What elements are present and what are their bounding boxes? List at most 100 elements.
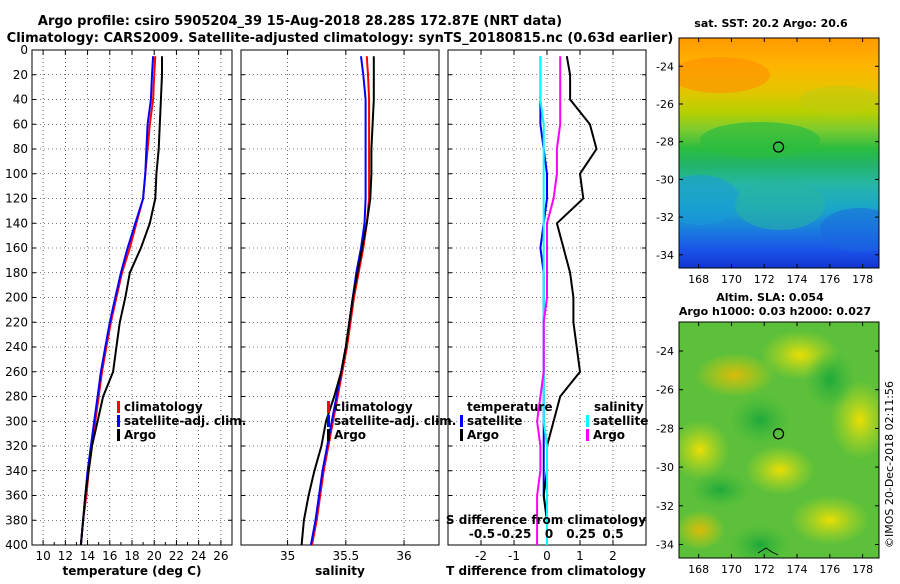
x-tick-label: 24	[191, 549, 206, 563]
depth-tick-label: 200	[5, 291, 28, 305]
x-tick-label: -2	[475, 549, 487, 563]
x-tick-label: 35.5	[332, 549, 359, 563]
series-line-satellite-adj-clim-	[79, 56, 155, 546]
legend-swatch	[117, 429, 120, 441]
legend-swatch	[586, 415, 589, 427]
sla-map: Altim. SLA: 0.054 Argo h1000: 0.03 h2000…	[656, 291, 880, 576]
plot-frame	[240, 49, 440, 546]
series-line-t-argo	[542, 56, 598, 545]
difference-panel: -2 -1 0 1 2temperaturesatelliteArgosalinitys…	[447, 49, 648, 563]
map-y-tick-label: -26	[656, 98, 674, 111]
depth-tick-label: 80	[13, 142, 28, 156]
map-y-tick-label: -30	[656, 461, 674, 474]
map-y-tick-label: -24	[656, 60, 674, 73]
temperature-xlabel: temperature (deg C)	[63, 564, 202, 578]
depth-tick-label: 280	[5, 390, 28, 404]
salinity-xlabel: salinity	[315, 564, 365, 578]
map-y-tick-label: -34	[656, 249, 674, 262]
sla-map-title: Altim. SLA: 0.054	[716, 291, 824, 304]
sla-map-frame	[678, 321, 880, 559]
sst-map-field	[679, 38, 879, 268]
depth-tick-label: 260	[5, 365, 28, 379]
depth-tick-label: 20	[13, 68, 28, 82]
x-tick-label: -1	[508, 549, 520, 563]
x-tick-label: 16	[102, 549, 117, 563]
series-line-climatology	[79, 56, 157, 546]
map-x-tick-label: 172	[754, 273, 775, 286]
series-line-argo	[79, 56, 163, 546]
depth-tick-label: 300	[5, 414, 28, 428]
legend-label: satellite	[467, 414, 522, 428]
sst-argo-location-marker	[772, 141, 785, 153]
legend-label: Argo	[124, 428, 156, 442]
depth-tick-label: 60	[13, 117, 28, 131]
map-x-tick-label: 170	[721, 563, 742, 576]
depth-tick-label: 240	[5, 340, 28, 354]
map-y-tick-label: -28	[656, 136, 674, 149]
depth-tick-label: 340	[5, 464, 28, 478]
map-y-tick-label: -32	[656, 211, 674, 224]
x-tick-label: 18	[124, 549, 139, 563]
legend-swatch	[117, 415, 120, 427]
x-tick-label: 10	[35, 549, 50, 563]
depth-tick-label: 40	[13, 93, 28, 107]
map-y-tick-label: -30	[656, 173, 674, 186]
sst-map: sat. SST: 20.2 Argo: 20.6 168 170 172 174 17…	[656, 17, 880, 286]
depth-tick-label: 180	[5, 266, 28, 280]
sst-map-axes: 168 170 172 174 176 178 -24 -26 -28 -30 -32 -34	[656, 38, 879, 286]
map-y-tick-label: -34	[656, 538, 674, 551]
map-x-tick-label: 178	[852, 273, 873, 286]
legend-swatch	[327, 415, 330, 427]
legend-swatch	[327, 401, 330, 413]
x-tick-label: 22	[169, 549, 184, 563]
depth-tick-label: 400	[5, 538, 28, 552]
depth-tick-label: 220	[5, 315, 28, 329]
map-x-tick-label: 178	[852, 563, 873, 576]
map-x-tick-label: 168	[688, 563, 709, 576]
legend-swatch	[586, 429, 589, 441]
series-line-s-satellite	[539, 56, 548, 545]
depth-tick-label: 100	[5, 167, 28, 181]
x-tick-label: 20	[147, 549, 162, 563]
x-tick-label: 36	[396, 549, 411, 563]
map-x-tick-label: 170	[721, 273, 742, 286]
x-tick-label: 35	[280, 549, 295, 563]
x-tick-label: 12	[58, 549, 73, 563]
map-y-tick-label: -32	[656, 500, 674, 513]
plot-frame	[31, 49, 233, 546]
sla-map-subtitle: Argo h1000: 0.03 h2000: 0.027	[679, 305, 871, 318]
x-tick-label: 2	[609, 549, 617, 563]
sla-argo-location-marker	[772, 428, 785, 440]
legend-swatch	[117, 401, 120, 413]
figure-title-line2: Climatology: CARS2009. Satellite-adjuste…	[7, 31, 674, 46]
x-tick-label: 14	[80, 549, 95, 563]
series-line-s-argo	[536, 56, 562, 545]
legend-swatch	[460, 429, 463, 441]
depth-tick-label: 160	[5, 241, 28, 255]
series-line-argo	[300, 56, 375, 546]
map-x-tick-label: 174	[787, 273, 808, 286]
legend-label: climatology	[124, 400, 203, 414]
difference-xlabel: T difference from climatology	[446, 564, 646, 578]
x-tick-label: 1	[576, 549, 584, 563]
legend-swatch	[460, 415, 463, 427]
temperature-panel: 0 20 40 60 80 100 120 140 160 180 200 220 240 260 280 3…	[5, 43, 246, 563]
legend-label: Argo	[467, 428, 499, 442]
legend-label: climatology	[334, 400, 413, 414]
sla-map-axes: 168 170 172 174 176 178 -24 -26 -28 -30 -32 -34	[656, 322, 879, 576]
map-x-tick-label: 172	[754, 563, 775, 576]
legend-swatch	[327, 429, 330, 441]
salinity-difference-xlabel: S difference from climatology	[446, 513, 646, 527]
depth-tick-label: 140	[5, 216, 28, 230]
map-x-tick-label: 168	[688, 273, 709, 286]
depth-tick-label: 0	[20, 43, 28, 57]
legend-label: Argo	[334, 428, 366, 442]
legend-salinity-title: salinity	[594, 400, 644, 414]
sst-map-frame	[678, 37, 880, 269]
salinity-diff-tick-label: 0	[545, 527, 553, 541]
depth-tick-label: 120	[5, 192, 28, 206]
map-y-tick-label: -24	[656, 345, 674, 358]
legend-label: satellite-adj. clim.	[334, 414, 456, 428]
